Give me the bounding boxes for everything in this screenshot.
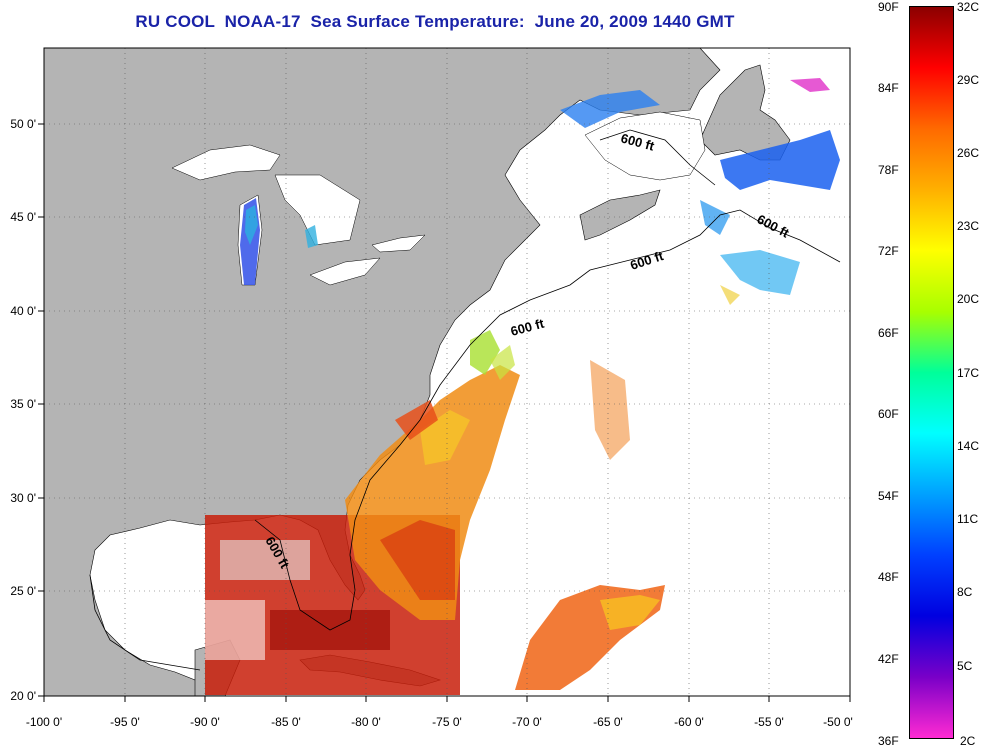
f-label: 84F [878, 81, 899, 95]
sst-atlantic-southeast [345, 365, 520, 620]
lat-label: 45 0' [10, 210, 36, 224]
c-label: 5C [957, 659, 973, 673]
f-label: 42F [878, 652, 899, 666]
sst-northeast [470, 330, 515, 380]
contour-600ft-gulf [89, 574, 201, 671]
c-label: 14C [957, 439, 980, 453]
great-lakes [171, 144, 426, 286]
lon-label: -90 0' [190, 715, 220, 729]
sst-atlantic-offshore [515, 360, 665, 690]
c-label: 11C [957, 512, 979, 526]
lon-label: -80 0' [351, 715, 381, 729]
tick-marks [38, 123, 851, 702]
sst-north-atlantic [560, 78, 840, 305]
lat-label: 20 0' [10, 689, 36, 703]
c-label: 8C [957, 585, 973, 599]
map-title: RU COOL NOAA-17 Sea Surface Temperature:… [135, 12, 735, 31]
lon-label: -60 0' [674, 715, 704, 729]
f-label: 72F [878, 244, 899, 258]
lat-label: 35 0' [10, 397, 36, 411]
f-label: 36F [878, 734, 899, 748]
lon-label: -55 0' [754, 715, 784, 729]
lon-label: -85 0' [271, 715, 301, 729]
lon-label: -65 0' [593, 715, 623, 729]
lat-label: 40 0' [10, 304, 36, 318]
land-nova-scotia [579, 189, 661, 241]
f-label: 78F [878, 163, 899, 177]
c-label: 2C [960, 734, 976, 748]
grid-lines [44, 48, 850, 696]
lat-label: 30 0' [10, 491, 36, 505]
lon-label: -70 0' [512, 715, 542, 729]
c-label: 23C [957, 219, 980, 233]
f-label: 60F [878, 407, 899, 421]
gulf-st-lawrence [584, 111, 706, 181]
f-label: 66F [878, 326, 899, 340]
contour-600ft [254, 209, 841, 631]
lon-label: -75 0' [432, 715, 462, 729]
c-label: 29C [957, 73, 980, 87]
c-label: 17C [957, 366, 980, 380]
c-label: 26C [957, 146, 980, 160]
land-newfoundland [699, 64, 791, 161]
sst-lake-michigan [240, 198, 318, 285]
c-label: 20C [957, 292, 980, 306]
contour-600ft-north [599, 129, 716, 186]
color-scale-bar [909, 6, 954, 739]
lon-label: -50 0' [823, 715, 853, 729]
f-label: 54F [878, 489, 899, 503]
f-label: 90F [878, 0, 899, 14]
lon-label: -100 0' [26, 715, 62, 729]
latitude-labels: 50 0' 45 0' 40 0' 35 0' 30 0' 25 0' 20 0… [10, 117, 36, 703]
longitude-labels: -100 0' -95 0' -90 0' -85 0' -80 0' -75 … [26, 715, 853, 729]
lon-label: -95 0' [110, 715, 140, 729]
c-label: 32C [957, 0, 980, 14]
lat-label: 50 0' [10, 117, 36, 131]
f-label: 48F [878, 570, 899, 584]
lat-label: 25 0' [10, 584, 36, 598]
